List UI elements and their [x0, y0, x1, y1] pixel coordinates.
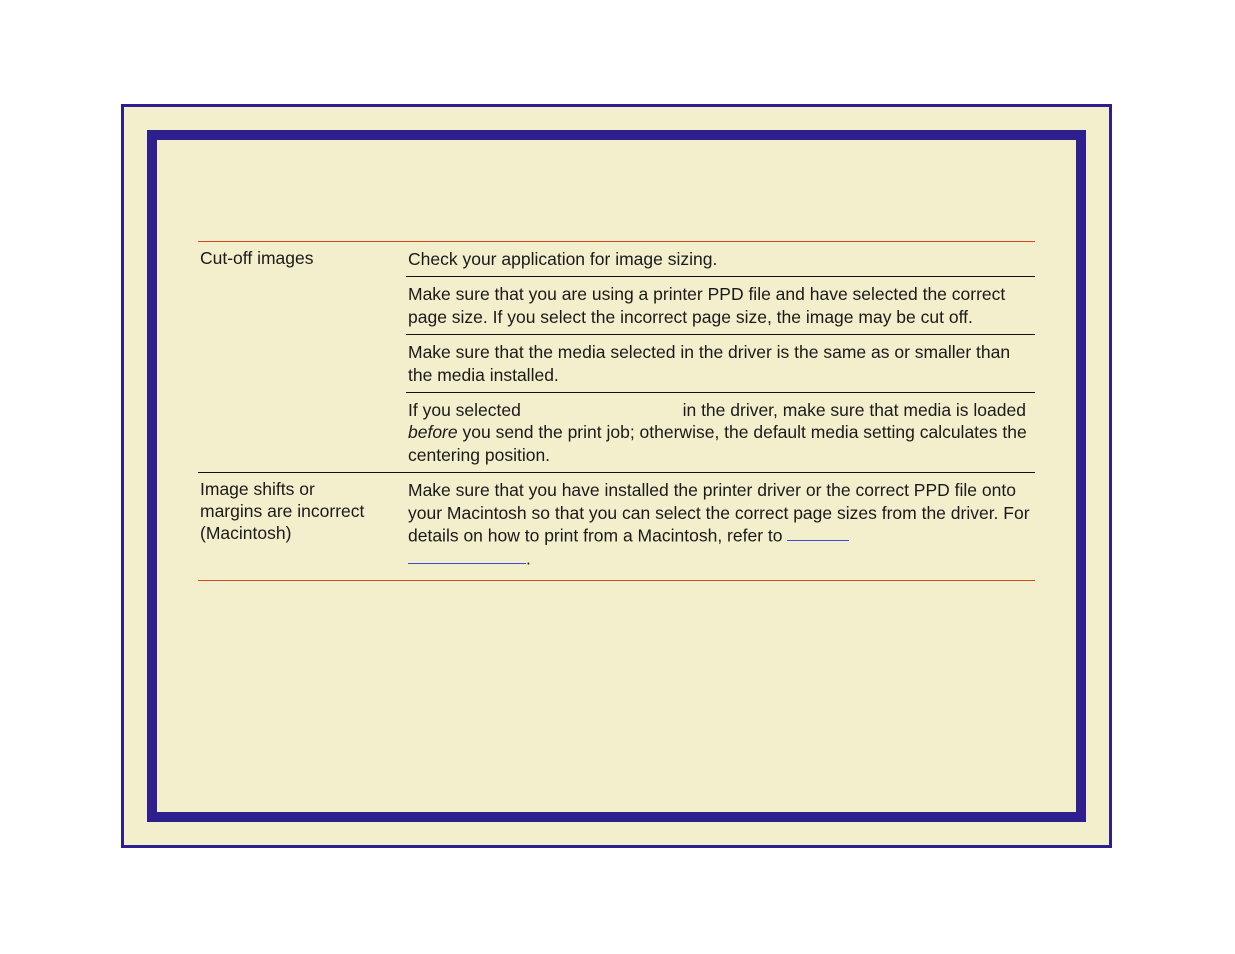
issue-label-empty [198, 276, 406, 288]
italic-word: before [408, 422, 458, 442]
text-fragment: in the driver, make sure that media is l… [678, 400, 1026, 420]
solution-text: Make sure that the media selected in the… [406, 334, 1035, 392]
solution-text: Make sure that you have installed the pr… [406, 473, 1035, 580]
table-row: Make sure that the media selected in the… [198, 334, 1035, 392]
link-blank[interactable] [787, 524, 849, 542]
table-row: Image shifts or margins are incorrect (M… [198, 472, 1035, 581]
text-fragment: you send the print job; otherwise, the d… [408, 422, 1027, 464]
inner-frame: Cut-off images Check your application fo… [147, 130, 1086, 822]
solution-text: Check your application for image sizing. [406, 242, 1035, 276]
table-row: If you selected in the driver, make sure… [198, 392, 1035, 472]
table-row: Cut-off images Check your application fo… [198, 241, 1035, 276]
text-fragment: . [526, 548, 531, 568]
label-line: margins are incorrect [200, 501, 364, 521]
table-row: Make sure that you are using a printer P… [198, 276, 1035, 334]
link-blank[interactable] [408, 547, 526, 565]
text-fragment: Make sure that you have installed the pr… [408, 480, 1030, 545]
issue-label: Cut-off images [198, 242, 406, 276]
text-fragment: If you selected [408, 400, 526, 420]
solution-text: If you selected in the driver, make sure… [406, 392, 1035, 472]
solution-text: Make sure that you are using a printer P… [406, 276, 1035, 334]
issue-label-empty [198, 392, 406, 404]
issue-label: Image shifts or margins are incorrect (M… [198, 473, 406, 551]
troubleshooting-table: Cut-off images Check your application fo… [198, 241, 1035, 581]
label-line: Image shifts or [200, 479, 315, 499]
label-line: (Macintosh) [200, 523, 291, 543]
issue-label-empty [198, 334, 406, 346]
outer-frame: Cut-off images Check your application fo… [121, 104, 1112, 848]
